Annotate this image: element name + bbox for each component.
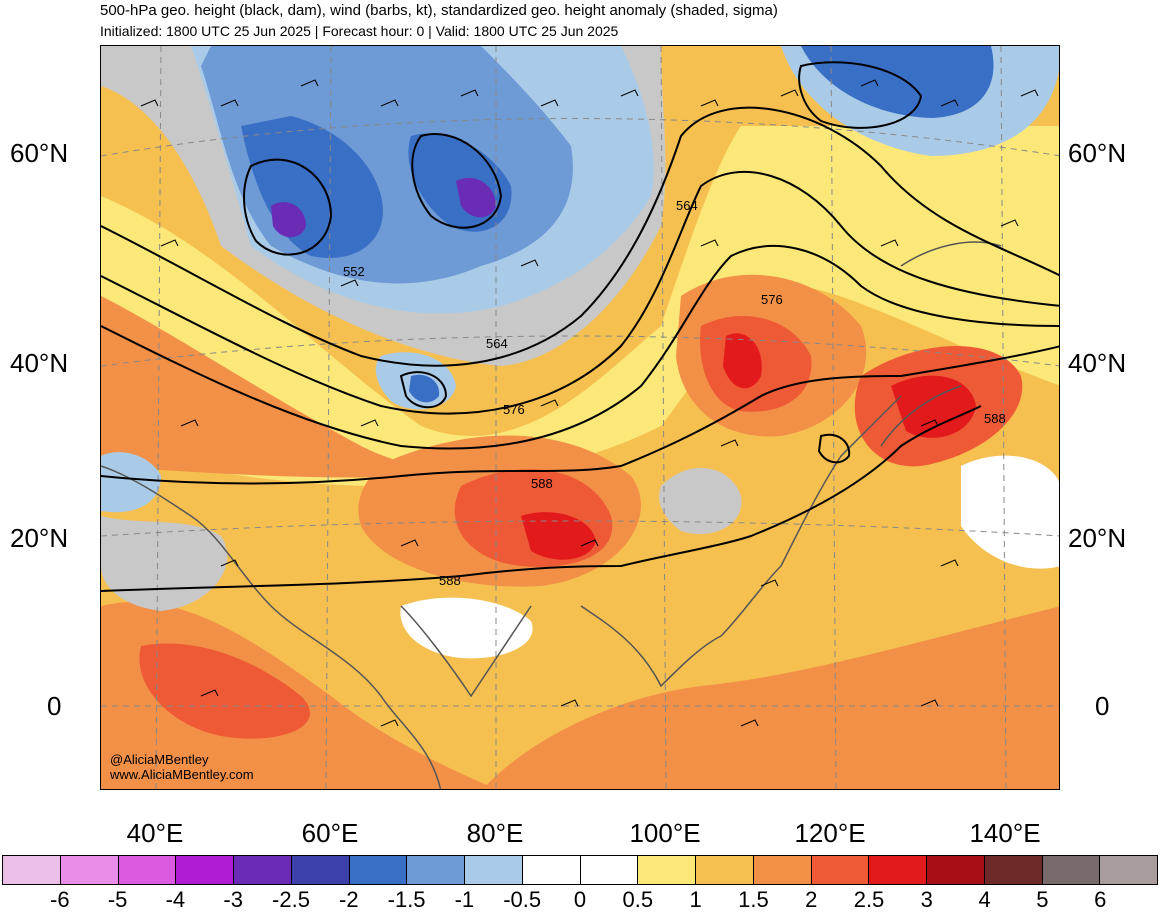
- colorbar-label: -2.5: [272, 887, 310, 912]
- anomaly-mideast-low: [101, 452, 161, 513]
- anomaly-siberia-core: [456, 177, 496, 218]
- colorbar-label: 0: [573, 887, 587, 912]
- colorbar-cell: [1042, 856, 1101, 884]
- contour-label: 588: [439, 573, 461, 588]
- anomaly-yellow-band: [101, 126, 1059, 486]
- colorbar-cell: [176, 856, 234, 884]
- colorbar-label: 1.5: [738, 887, 769, 912]
- colorbar-cell: [234, 856, 292, 884]
- lon-label: 120°E: [794, 818, 866, 848]
- colorbar-label: 1: [689, 887, 702, 912]
- anomaly-caspian-ridge: [101, 296, 521, 478]
- anomaly-japan-max: [891, 375, 976, 438]
- colorbar: [2, 855, 1158, 885]
- colorbar-label: 2.5: [853, 887, 885, 912]
- lon-label: 100°E: [629, 818, 701, 848]
- colorbar-cell: [869, 856, 927, 884]
- map-panel: 564 552 576 564 576 588 588 588: [100, 45, 1060, 790]
- contour-label: 588: [984, 411, 1006, 426]
- graticule: [101, 46, 1059, 789]
- height-contours: [101, 61, 1059, 592]
- anomaly-tropics-east: [482, 606, 1059, 789]
- anomaly-pacific-white: [961, 455, 1059, 569]
- colorbar-label: -5: [107, 887, 128, 912]
- anomaly-okhotsk-low: [801, 46, 994, 118]
- anomaly-ural-core: [271, 202, 306, 238]
- contour-label: 564: [486, 336, 508, 351]
- colorbar-label: -0.5: [503, 887, 542, 912]
- colorbar-cell: [291, 856, 350, 884]
- colorbar-cell: [118, 856, 177, 884]
- colorbar-cell: [696, 856, 754, 884]
- lat-label-right: 0: [1095, 691, 1110, 721]
- wind-barbs: [140, 79, 1039, 727]
- colorbar-cell: [3, 856, 61, 884]
- lat-label-left: 20°N: [10, 523, 69, 553]
- contour-label: 552: [343, 264, 365, 279]
- colorbar-label: 6: [1094, 887, 1107, 912]
- colorbar-cell: [984, 856, 1043, 884]
- anomaly-africa-core: [139, 643, 310, 739]
- colorbar-label: -1.5: [387, 887, 426, 912]
- colorbar-label: -6: [50, 887, 70, 912]
- contour-label: 576: [761, 292, 783, 307]
- colorbar-cell: [465, 856, 523, 884]
- credit-website: www.AliciaMBentley.com: [110, 767, 254, 782]
- colorbar-label: 4: [978, 887, 991, 912]
- colorbar-cell: [811, 856, 870, 884]
- anomaly-mongolia-max: [723, 333, 762, 389]
- map-subtitle: Initialized: 1800 UTC 25 Jun 2025 | Fore…: [100, 23, 619, 39]
- colorbar-label: 3: [920, 887, 933, 912]
- lon-label: 60°E: [301, 818, 359, 848]
- map-title: 500-hPa geo. height (black, dam), wind (…: [100, 2, 778, 19]
- colorbar-label: 5: [1036, 887, 1049, 912]
- credit-handle: @AliciaMBentley: [110, 752, 209, 767]
- lon-label: 140°E: [969, 818, 1041, 848]
- colorbar-label: -3: [223, 887, 243, 912]
- map-canvas: 564 552 576 564 576 588 588 588: [101, 46, 1059, 789]
- lat-label-left: 60°N: [10, 138, 69, 168]
- lat-label-right: 20°N: [1068, 523, 1127, 553]
- colorbar-cell: [1100, 856, 1157, 884]
- colorbar-label: 0.5: [622, 887, 654, 912]
- colorbar-cell: [407, 856, 465, 884]
- colorbar-label: -2: [339, 887, 359, 912]
- colorbar-cell: [927, 856, 985, 884]
- colorbar-label: -4: [165, 887, 186, 912]
- lat-label-left: 40°N: [10, 348, 69, 378]
- colorbar-cell: [349, 856, 408, 884]
- colorbar-cell: [60, 856, 119, 884]
- colorbar-cell: [522, 856, 581, 884]
- colorbar-cell: [580, 856, 639, 884]
- lat-label-right: 60°N: [1068, 138, 1127, 168]
- colorbar-label: -1: [454, 887, 475, 912]
- contour-label: 576: [503, 402, 525, 417]
- colorbar-label: 2: [805, 887, 818, 912]
- lon-label: 40°E: [126, 818, 184, 848]
- coastlines: [101, 241, 1002, 789]
- colorbar-cell: [638, 856, 696, 884]
- lat-label-right: 40°N: [1068, 348, 1127, 378]
- colorbar-cell: [753, 856, 812, 884]
- anomaly-china-gray: [659, 467, 742, 535]
- anomaly-aral-core: [409, 374, 440, 403]
- lon-label: 80°E: [466, 818, 524, 848]
- contour-label-group: 564 552 576 564 576 588 588 588: [343, 198, 1006, 588]
- contour-label: 564: [676, 198, 698, 213]
- contour-label: 588: [531, 476, 553, 491]
- anomaly-tibet-max: [521, 512, 596, 560]
- credit: @AliciaMBentley www.AliciaMBentley.com: [110, 752, 254, 782]
- lat-label-left: 0: [47, 691, 62, 721]
